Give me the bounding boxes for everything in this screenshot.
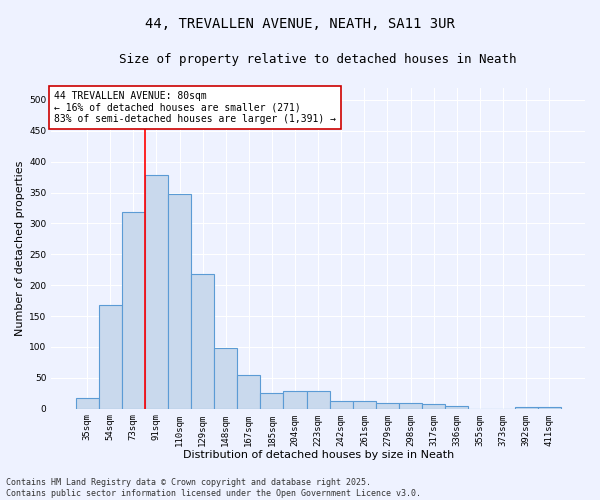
Text: Contains HM Land Registry data © Crown copyright and database right 2025.
Contai: Contains HM Land Registry data © Crown c… [6, 478, 421, 498]
Bar [445, 406, 469, 408]
Text: 44, TREVALLEN AVENUE, NEATH, SA11 3UR: 44, TREVALLEN AVENUE, NEATH, SA11 3UR [145, 18, 455, 32]
Bar [145, 175, 168, 408]
Bar [237, 376, 260, 408]
X-axis label: Distribution of detached houses by size in Neath: Distribution of detached houses by size … [182, 450, 454, 460]
Bar [76, 398, 98, 408]
Bar [283, 391, 307, 408]
Bar [260, 394, 283, 408]
Bar [353, 400, 376, 408]
Bar [422, 404, 445, 408]
Bar [214, 348, 237, 408]
Bar [399, 402, 422, 408]
Bar [329, 400, 353, 408]
Bar [122, 212, 145, 408]
Title: Size of property relative to detached houses in Neath: Size of property relative to detached ho… [119, 52, 517, 66]
Bar [168, 194, 191, 408]
Bar [98, 305, 122, 408]
Text: 44 TREVALLEN AVENUE: 80sqm
← 16% of detached houses are smaller (271)
83% of sem: 44 TREVALLEN AVENUE: 80sqm ← 16% of deta… [54, 90, 336, 124]
Bar [376, 402, 399, 408]
Y-axis label: Number of detached properties: Number of detached properties [15, 160, 25, 336]
Bar [307, 391, 329, 408]
Bar [191, 274, 214, 408]
